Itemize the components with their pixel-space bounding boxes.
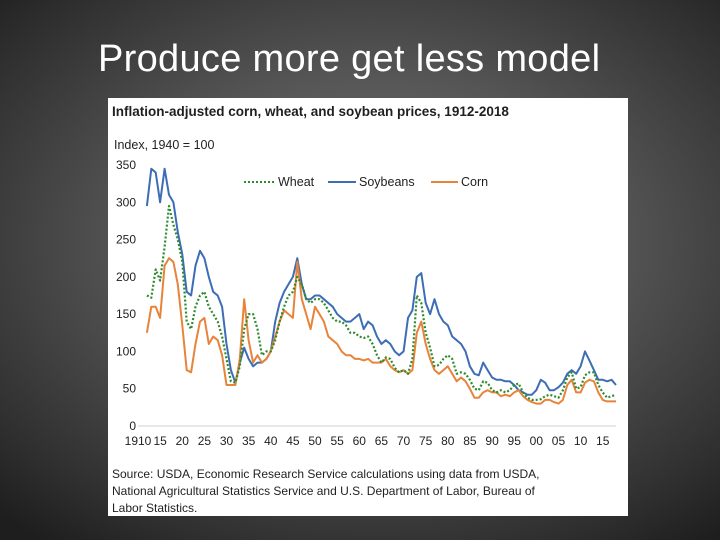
x-tick-label: 45: [286, 434, 300, 448]
slide-title: Produce more get less model: [98, 38, 601, 80]
x-tick-label: 70: [397, 434, 411, 448]
y-tick-label: 0: [129, 419, 136, 433]
x-tick-label: 20: [176, 434, 190, 448]
x-tick-label: 50: [308, 434, 322, 448]
chart-title: Inflation-adjusted corn, wheat, and soyb…: [112, 104, 509, 119]
y-axis-ticks: 0 50 100 150 200 250 300 350: [116, 158, 136, 433]
series-lines: [145, 167, 617, 405]
x-axis-ticks: 1910 15 20 25 30 35 40 45 50 55 60 65 70 75 80 85 90 95 00…: [125, 434, 610, 448]
x-tick-label: 1910: [125, 434, 152, 448]
legend-label-corn: Corn: [461, 175, 488, 189]
x-tick-label: 95: [508, 434, 522, 448]
x-tick-label: 15: [153, 434, 167, 448]
x-tick-label: 10: [574, 434, 588, 448]
legend-label-wheat: Wheat: [278, 175, 315, 189]
x-tick-label: 05: [552, 434, 566, 448]
y-tick-label: 250: [116, 233, 136, 247]
series-line-soybeans: [145, 167, 617, 396]
y-tick-label: 150: [116, 307, 136, 321]
y-tick-label: 350: [116, 158, 136, 172]
legend-label-soybeans: Soybeans: [359, 175, 415, 189]
x-tick-label: 00: [530, 434, 544, 448]
series-line-wheat: [146, 204, 617, 401]
source-note: Source: USDA, Economic Research Service …: [112, 467, 543, 515]
x-tick-label: 35: [242, 434, 256, 448]
x-tick-label: 80: [441, 434, 455, 448]
y-tick-label: 50: [123, 382, 137, 396]
y-tick-label: 100: [116, 344, 136, 358]
x-tick-label: 25: [198, 434, 212, 448]
x-tick-label: 15: [596, 434, 610, 448]
chart-card: Inflation-adjusted corn, wheat, and soyb…: [108, 98, 628, 516]
x-tick-label: 90: [485, 434, 499, 448]
x-tick-label: 40: [264, 434, 278, 448]
x-tick-label: 85: [463, 434, 477, 448]
y-tick-label: 300: [116, 195, 136, 209]
x-tick-label: 55: [330, 434, 344, 448]
x-tick-label: 75: [419, 434, 433, 448]
legend: Wheat Soybeans Corn: [244, 175, 488, 189]
y-tick-label: 200: [116, 270, 136, 284]
price-index-chart: Inflation-adjusted corn, wheat, and soyb…: [112, 104, 617, 515]
x-tick-label: 65: [375, 434, 389, 448]
series-line-corn: [145, 257, 616, 405]
x-tick-label: 30: [220, 434, 234, 448]
x-tick-label: 60: [353, 434, 367, 448]
y-axis-label: Index, 1940 = 100: [114, 138, 214, 152]
